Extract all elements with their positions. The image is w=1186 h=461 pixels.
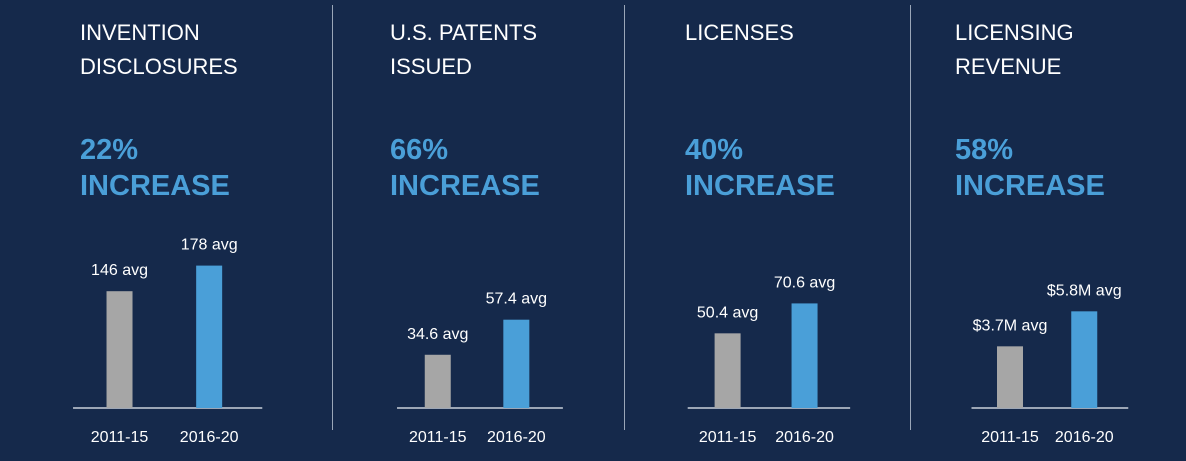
- category-label: 2016-20: [775, 429, 834, 446]
- category-label: 2011-15: [699, 429, 757, 446]
- chart-panel: U.S. PATENTS ISSUED 66% INCREASE 34.6 avg 2…: [333, 0, 624, 461]
- bar: [196, 265, 223, 408]
- chart-panel: LICENSING REVENUE 58% INCREASE $3.7M avg 20…: [911, 0, 1186, 461]
- annotation: 58% INCREASE: [955, 134, 1105, 202]
- bar: [714, 333, 741, 408]
- category-label: 2011-15: [981, 429, 1039, 446]
- category-label: 2011-15: [91, 429, 149, 446]
- chart-title: INVENTION DISCLOSURES: [80, 20, 238, 79]
- divider: [910, 5, 911, 430]
- annotation: 22% INCREASE: [80, 134, 230, 202]
- value-label: 70.6 avg: [774, 274, 835, 291]
- chart: $3.7M avg 2011-15 $5.8M avg 2016-20: [971, 282, 1129, 446]
- bar: [503, 319, 530, 408]
- bar: [106, 291, 133, 408]
- bar: [997, 346, 1023, 408]
- chart-title: LICENSES: [685, 20, 794, 45]
- value-label: 57.4 avg: [486, 291, 547, 308]
- chart-title: U.S. PATENTS ISSUED: [390, 20, 538, 79]
- category-label: 2016-20: [1055, 429, 1114, 446]
- category-label: 2011-15: [409, 429, 467, 446]
- category-label: 2016-20: [487, 429, 546, 446]
- bar: [791, 303, 818, 408]
- value-label: $3.7M avg: [973, 317, 1048, 334]
- divider: [332, 5, 333, 430]
- annotation: 40% INCREASE: [685, 134, 835, 202]
- annotation: 66% INCREASE: [390, 134, 540, 202]
- value-label: $5.8M avg: [1047, 282, 1122, 299]
- bar: [1071, 311, 1098, 408]
- chart-panel: INVENTION DISCLOSURES 22% INCREASE 146 avg…: [0, 0, 332, 461]
- bar: [424, 354, 451, 408]
- value-label: 146 avg: [91, 262, 148, 279]
- category-label: 2016-20: [180, 429, 239, 446]
- value-label: 178 avg: [181, 237, 238, 254]
- value-label: 34.6 avg: [407, 326, 468, 343]
- chart-title: LICENSING REVENUE: [955, 20, 1074, 79]
- chart: 34.6 avg 2011-15 57.4 avg 2016-20: [397, 291, 563, 446]
- chart-panel: LICENSES 40% INCREASE 50.4 avg 2011-15 70.6 …: [625, 0, 910, 461]
- value-label: 50.4 avg: [697, 304, 758, 321]
- chart: 50.4 avg 2011-15 70.6 avg 2016-20: [687, 274, 851, 446]
- chart: 146 avg 2011-15 178 avg 2016-20: [73, 237, 263, 446]
- divider: [624, 5, 625, 430]
